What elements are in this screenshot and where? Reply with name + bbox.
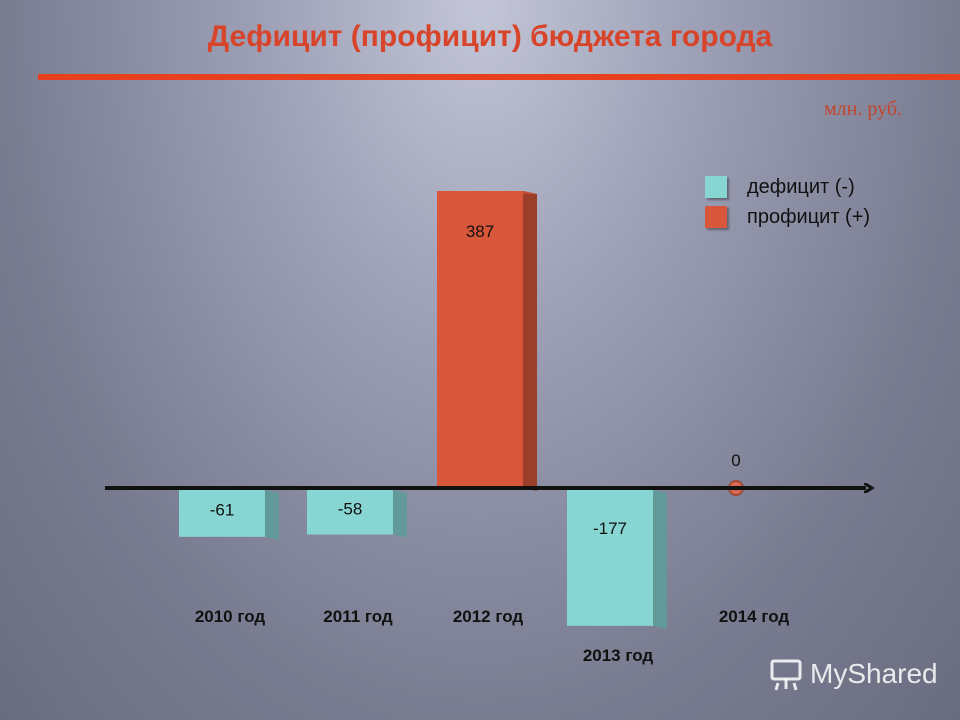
unit-label: млн. руб. [824,98,902,120]
bar-1 [307,490,407,538]
category-label-2: 2012 год [453,607,524,626]
bar-2 [437,191,537,491]
bar-face-1 [307,490,393,535]
bar-side-3 [653,490,667,629]
labels-group: -61 2010 год -58 2011 год 387 2012 год -177 201… [195,222,790,665]
bars-group [179,191,744,629]
legend-label-deficit: дефицит (-) [747,175,855,198]
title-underline [38,74,960,80]
chart-title: Дефицит (профицит) бюджета города [207,20,773,53]
value-label-4: 0 [731,451,740,470]
legend-swatch-surplus [705,206,727,228]
bar-3 [567,490,667,629]
legend-item-surplus: профицит (+) [705,202,870,232]
value-label-1: -58 [338,499,363,518]
watermark-label: MyShared [810,658,938,689]
bar-side-1 [393,490,407,538]
legend: дефицит (-) профицит (+) [705,172,870,232]
bar-face-2 [437,191,523,488]
value-label-3: -177 [593,519,627,538]
category-label-3: 2013 год [583,646,654,665]
legend-item-deficit: дефицит (-) [705,172,870,202]
bar-face-3 [567,490,653,626]
watermark: MyShared [768,656,938,692]
bar-side-2 [523,191,537,491]
presentation-board-icon [770,659,802,691]
category-label-1: 2011 год [323,607,393,626]
bar-side-0 [265,490,279,540]
value-label-0: -61 [210,500,235,519]
bar-0 [179,490,279,540]
legend-label-surplus: профицит (+) [747,205,871,228]
value-label-2: 387 [466,222,494,241]
legend-swatch-deficit [705,176,727,198]
bar-face-0 [179,490,265,537]
category-label-4: 2014 год [719,607,790,626]
category-label-0: 2010 год [195,607,266,626]
